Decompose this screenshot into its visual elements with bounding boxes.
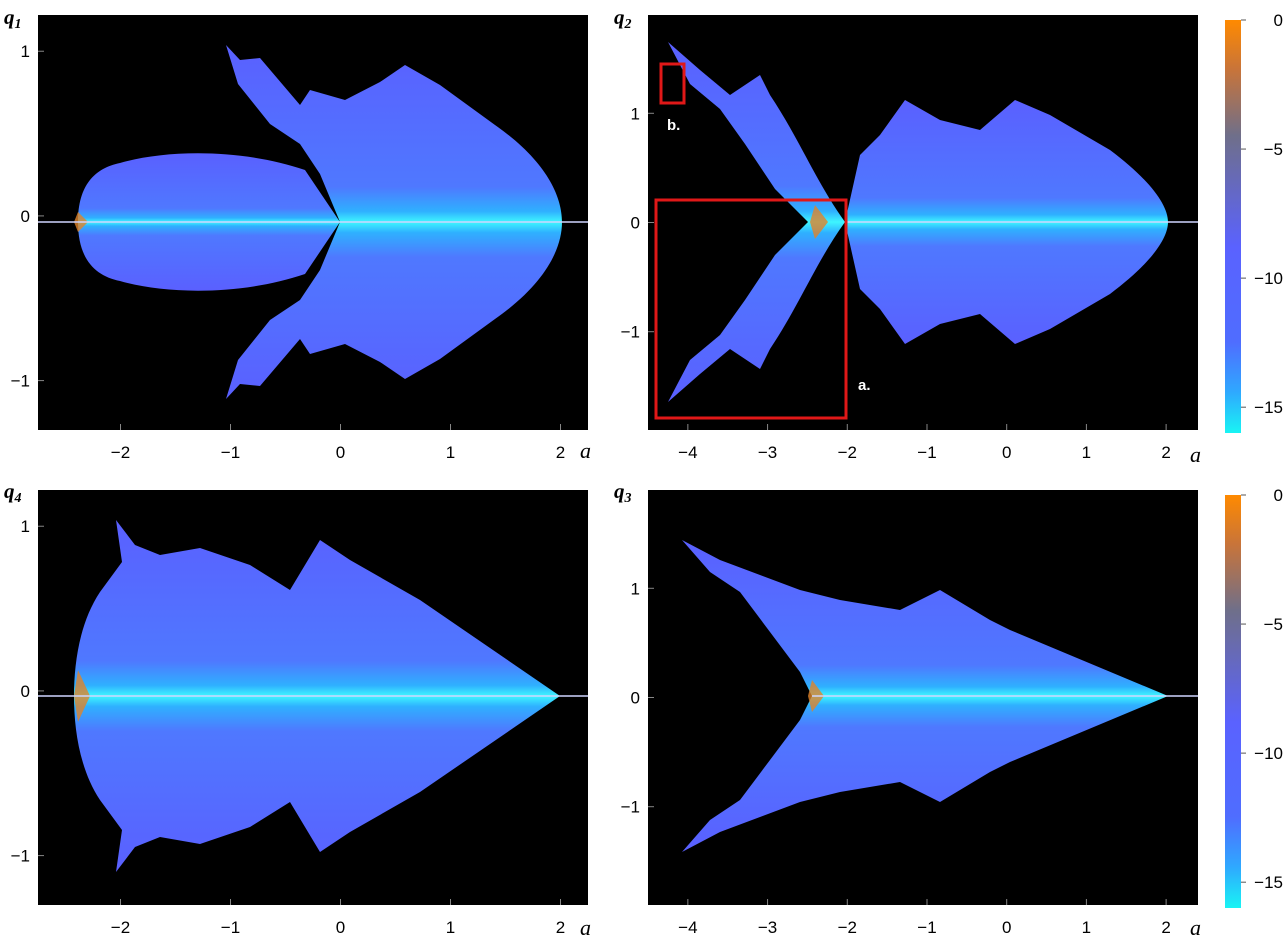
y-label-q1: q1: [4, 5, 22, 32]
y-label-q4: q4: [4, 479, 22, 506]
y-tick-label: 0: [21, 682, 30, 701]
x-label-q2: a: [1190, 442, 1201, 467]
x-tick-label: 2: [1161, 443, 1170, 462]
ticks-q3: −4 −3 −2 −1 0 1 2 −1 0 1: [621, 579, 1171, 937]
colorbar-tick-label: −5: [1264, 615, 1283, 634]
colorbar-top-gradient: [1225, 20, 1241, 433]
x-label-q4: a: [580, 915, 591, 940]
colorbar-tick-label: 0: [1274, 11, 1283, 30]
y-tick-label: 1: [21, 517, 30, 536]
box-label-b: b.: [667, 117, 680, 134]
x-tick-label: 2: [556, 918, 565, 937]
panel-q4: −2 −1 0 1 2 −1 0 1 q4 a: [4, 479, 591, 940]
x-tick-label: 2: [556, 443, 565, 462]
x-tick-label: 1: [446, 443, 455, 462]
x-tick-label: −3: [758, 443, 777, 462]
ticks-q1: −2 −1 0 1 2 −1 0 1: [11, 42, 566, 462]
colorbar-tick-label: 0: [1274, 486, 1283, 505]
y-tick-label: 1: [21, 42, 30, 61]
highlight-box-a: [654, 198, 848, 420]
highlight-box-b: [659, 62, 686, 105]
x-tick-label: 1: [1082, 918, 1091, 937]
x-tick-label: −1: [221, 918, 240, 937]
panel-q2: −4 −3 −2 −1 0 1 2 −1 0 1 a. b. q2 a: [614, 5, 1201, 467]
x-tick-label: 1: [1082, 443, 1091, 462]
colorbar-tick-label: −15: [1254, 398, 1283, 417]
x-tick-label: −2: [838, 918, 857, 937]
colorbar-top-ticks: 0 −5 −10 −15: [1241, 11, 1283, 417]
ticks-q4: −2 −1 0 1 2 −1 0 1: [11, 517, 566, 937]
x-tick-label: 2: [1161, 918, 1170, 937]
colorbar-tick-label: −10: [1254, 744, 1283, 763]
x-label-q1: a: [580, 438, 591, 463]
y-tick-label: 0: [21, 207, 30, 226]
colorbar-tick-label: −5: [1264, 140, 1283, 159]
colorbar-bottom: 0 −5 −10 −15: [1225, 486, 1283, 908]
colorbar-tick-label: −10: [1254, 269, 1283, 288]
colorbar-bottom-gradient: [1225, 495, 1241, 908]
x-tick-label: −1: [917, 443, 936, 462]
y-tick-label: 1: [631, 104, 640, 123]
x-tick-label: −2: [111, 918, 130, 937]
x-tick-label: −1: [221, 443, 240, 462]
x-tick-label: 0: [336, 443, 345, 462]
x-tick-label: 1: [446, 918, 455, 937]
y-label-q2: q2: [614, 5, 632, 32]
colorbar-top: 0 −5 −10 −15: [1225, 11, 1283, 433]
colorbar-bottom-ticks: 0 −5 −10 −15: [1241, 486, 1283, 892]
panel-q3: −4 −3 −2 −1 0 1 2 −1 0 1 q3 a: [614, 479, 1201, 940]
y-tick-label: 1: [631, 579, 640, 598]
x-tick-label: 0: [1002, 918, 1011, 937]
y-tick-label: −1: [621, 323, 640, 342]
ticks-q2: −4 −3 −2 −1 0 1 2 −1 0 1: [621, 104, 1171, 462]
x-tick-label: −4: [678, 918, 697, 937]
x-tick-label: −2: [838, 443, 857, 462]
y-label-q3: q3: [614, 479, 632, 506]
x-label-q3: a: [1190, 915, 1201, 940]
x-tick-label: 0: [336, 918, 345, 937]
y-tick-label: −1: [621, 798, 640, 817]
x-tick-label: 0: [1002, 443, 1011, 462]
y-tick-label: 0: [631, 689, 640, 708]
x-tick-label: −1: [917, 918, 936, 937]
colorbar-tick-label: −15: [1254, 873, 1283, 892]
panel-q1: −2 −1 0 1 2 −1 0 1 q1 a: [4, 5, 591, 463]
x-tick-label: −3: [758, 918, 777, 937]
x-tick-label: −4: [678, 443, 697, 462]
y-tick-label: −1: [11, 847, 30, 866]
x-tick-label: −2: [111, 443, 130, 462]
y-tick-label: 0: [631, 214, 640, 233]
y-tick-label: −1: [11, 372, 30, 391]
box-label-a: a.: [858, 377, 871, 394]
